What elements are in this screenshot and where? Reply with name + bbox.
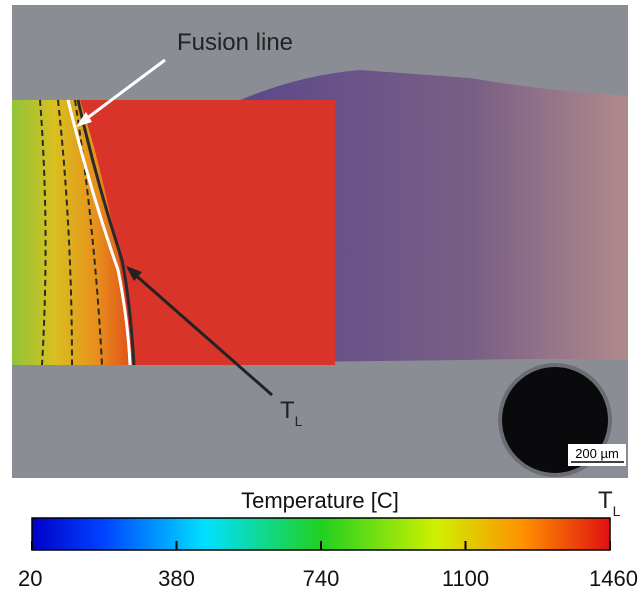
- colorbar-tick-label: 380: [158, 566, 195, 591]
- scale-bar-label: 200 µm: [575, 446, 619, 461]
- colorbar-tick-label: 740: [303, 566, 340, 591]
- fusion-label: Fusion line: [177, 29, 293, 56]
- liquidus-subscript: L: [295, 413, 303, 429]
- page: Fusion line TL 200 µm Temperature [C] TL…: [0, 0, 641, 603]
- end-subscript: L: [613, 503, 621, 519]
- colorbar-label: Temperature [C]: [241, 488, 399, 513]
- colorbar-tick-label: 1100: [442, 566, 489, 591]
- colorbar-end-marker: TL: [598, 487, 621, 519]
- colorbar-tick-label: 1460: [589, 566, 638, 591]
- figure: Fusion line TL 200 µm Temperature [C] TL…: [0, 0, 641, 598]
- liquidus-symbol: T: [280, 397, 295, 424]
- end-symbol: T: [598, 487, 613, 514]
- colorbar-tick-label: 20: [18, 566, 42, 591]
